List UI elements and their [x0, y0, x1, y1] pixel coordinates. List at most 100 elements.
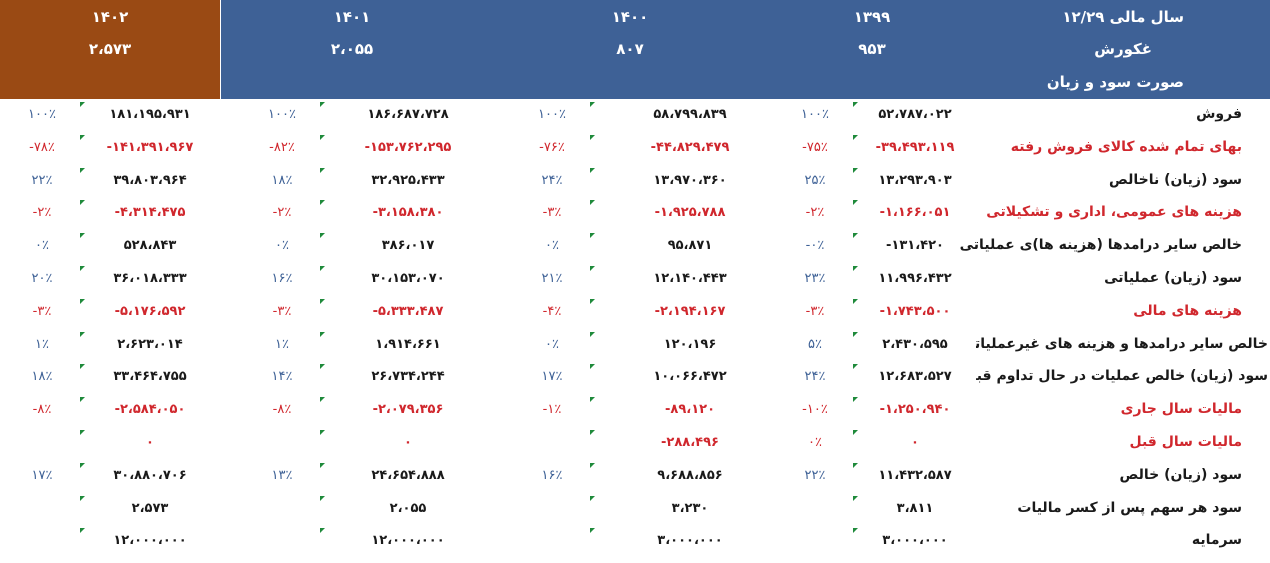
value-1401: ۳۲،۹۲۵،۴۳۳ [371, 172, 445, 188]
percent-1401: ۱٪ [275, 336, 289, 352]
value-1402: ۳۳،۴۶۴،۷۵۵ [113, 369, 187, 385]
value-1402: ۱۸۱،۱۹۵،۹۳۱ [109, 107, 191, 122]
percent-1399: ۱۰۰٪ [801, 107, 829, 122]
cell-comment-marker [853, 364, 858, 370]
row-label: سود هر سهم پس از کسر مالیات [1017, 499, 1242, 516]
year-1399: ۱۳۹۹ [853, 8, 891, 26]
value-1401: -۱۵۳،۷۶۲،۲۹۵ [364, 139, 452, 155]
percent-1400: ۲۱٪ [541, 271, 563, 286]
cell-comment-marker [80, 134, 85, 140]
cell-comment-marker [590, 528, 595, 534]
value-1402: ۳۰،۸۸۰،۷۰۶ [113, 467, 187, 483]
percent-1402: -۲٪ [32, 205, 52, 221]
value-1402: ۳۶،۰۱۸،۳۳۳ [113, 271, 187, 286]
percent-1399: -۷۵٪ [802, 139, 828, 155]
cell-comment-marker [80, 167, 85, 173]
year-1401: ۱۴۰۱ [333, 8, 371, 26]
percent-1400: ۱۷٪ [541, 369, 563, 385]
row-label: سود (زیان) ناخالص [1108, 171, 1242, 188]
cell-comment-marker [320, 495, 325, 501]
value-1400: -۸۹،۱۲۰ [664, 402, 716, 418]
company-symbol: غکورش [1094, 40, 1152, 58]
cell-comment-marker [590, 167, 595, 173]
cell-comment-marker [590, 364, 595, 370]
percent-1402: ۱۸٪ [31, 369, 53, 385]
value-1400: ۳،۲۳۰ [671, 500, 709, 516]
header-band [221, 0, 1270, 99]
cell-comment-marker [590, 102, 595, 107]
row-label: سود (زیان) خالص عملیات در حال تداوم قبل … [976, 368, 1268, 385]
table-row: خالص سایر درامدها و هزینه های غیرعملیاتی… [0, 331, 1270, 361]
cell-comment-marker [590, 462, 595, 468]
value-1402: -۴،۳۱۴،۴۷۵ [114, 205, 186, 221]
value-1401: ۱۲،۰۰۰،۰۰۰ [371, 533, 445, 549]
percent-1400: ۰٪ [545, 336, 559, 352]
percent-1399: ۲۳٪ [804, 271, 826, 286]
percent-1399: ۰٪ [808, 435, 822, 450]
value-1402: ۰ [146, 435, 154, 450]
table-row: سود (زیان) خالص ۳۰،۸۸۰،۷۰۶ ۱۷٪ ۲۴،۶۵۴،۸۸۸ ۱۳… [0, 462, 1270, 492]
value-1401: -۳،۱۵۸،۳۸۰ [372, 205, 444, 221]
cell-comment-marker [80, 331, 85, 337]
value-1399: -۱،۱۶۶،۰۵۱ [879, 205, 951, 221]
row-label: خالص سایر درامدها (هزینه ها)ی عملیاتی [959, 237, 1242, 254]
percent-1402: -۷۸٪ [29, 139, 55, 155]
value-1400: ۳،۰۰۰،۰۰۰ [657, 533, 723, 549]
cell-comment-marker [320, 528, 325, 534]
cell-comment-marker [590, 134, 595, 140]
price-1402: ۲،۵۷۳ [88, 40, 132, 58]
value-1399: ۱۳،۲۹۳،۹۰۳ [878, 172, 952, 188]
cell-comment-marker [320, 200, 325, 206]
cell-comment-marker [80, 233, 85, 239]
cell-comment-marker [80, 528, 85, 534]
cell-comment-marker [80, 266, 85, 271]
table-row: بهای تمام شده کالای فروش رفته -۱۴۱،۳۹۱،۹۶… [0, 134, 1270, 164]
cell-comment-marker [853, 495, 858, 501]
row-label: فروش [1196, 106, 1242, 122]
row-label: خالص سایر درامدها و هزینه های غیرعملیاتی [976, 335, 1268, 352]
table-row: خالص سایر درامدها (هزینه ها)ی عملیاتی ۵۲۸… [0, 232, 1270, 262]
cell-comment-marker [320, 298, 325, 304]
percent-1401: -۲٪ [272, 205, 292, 221]
header-band-highlighted-year [0, 0, 220, 99]
cell-comment-marker [320, 364, 325, 370]
value-1400: ۱۰،۰۶۶،۴۷۲ [653, 369, 727, 385]
value-1401: -۲،۰۷۹،۳۵۶ [372, 402, 444, 418]
percent-1401: -۳٪ [272, 303, 292, 319]
row-label: مالیات سال جاری [1120, 401, 1242, 418]
percent-1402: ۲۲٪ [31, 172, 53, 188]
percent-1399: -۳٪ [805, 303, 825, 319]
value-1399: -۳۹،۴۹۳،۱۱۹ [875, 139, 955, 155]
percent-1399: -۱۰٪ [802, 402, 828, 418]
value-1401: ۰ [404, 435, 412, 450]
value-1399: ۳،۰۰۰،۰۰۰ [882, 533, 948, 549]
cell-comment-marker [853, 266, 858, 271]
percent-1399: -۰٪ [805, 238, 825, 254]
percent-1401: -۸٪ [272, 402, 292, 418]
percent-1402: ۱۷٪ [31, 467, 53, 483]
cell-comment-marker [590, 397, 595, 403]
value-1402: -۲،۵۸۴،۰۵۰ [114, 402, 186, 418]
value-1399: ۳،۸۱۱ [896, 500, 934, 516]
percent-1400: ۱۰۰٪ [538, 107, 566, 122]
table-row: سود (زیان) ناخالص ۳۹،۸۰۳،۹۶۴ ۲۲٪ ۳۲،۹۲۵،۴۳۳… [0, 167, 1270, 197]
cell-comment-marker [80, 397, 85, 403]
percent-1400: ۰٪ [545, 238, 559, 254]
cell-comment-marker [853, 430, 858, 435]
fiscal-year-label: سال مالی ۱۲/۲۹ [1062, 8, 1184, 26]
percent-1401: ۱۰۰٪ [268, 107, 296, 122]
cell-comment-marker [80, 430, 85, 435]
row-label: بهای تمام شده کالای فروش رفته [1010, 138, 1242, 155]
table-row: سرمایه ۱۲،۰۰۰،۰۰۰ ۱۲،۰۰۰،۰۰۰ ۳،۰۰۰،۰۰۰ ۳،۰۰۰… [0, 527, 1270, 557]
percent-1399: ۲۴٪ [804, 369, 826, 385]
cell-comment-marker [590, 331, 595, 337]
cell-comment-marker [590, 266, 595, 271]
percent-1402: ۲۰٪ [31, 271, 53, 286]
cell-comment-marker [853, 331, 858, 337]
cell-comment-marker [320, 233, 325, 239]
cell-comment-marker [853, 134, 858, 140]
value-1402: -۱۴۱،۳۹۱،۹۶۷ [106, 139, 194, 155]
value-1399: ۰ [911, 435, 919, 450]
cell-comment-marker [590, 298, 595, 304]
value-1402: ۵۲۸،۸۴۳ [123, 238, 177, 254]
